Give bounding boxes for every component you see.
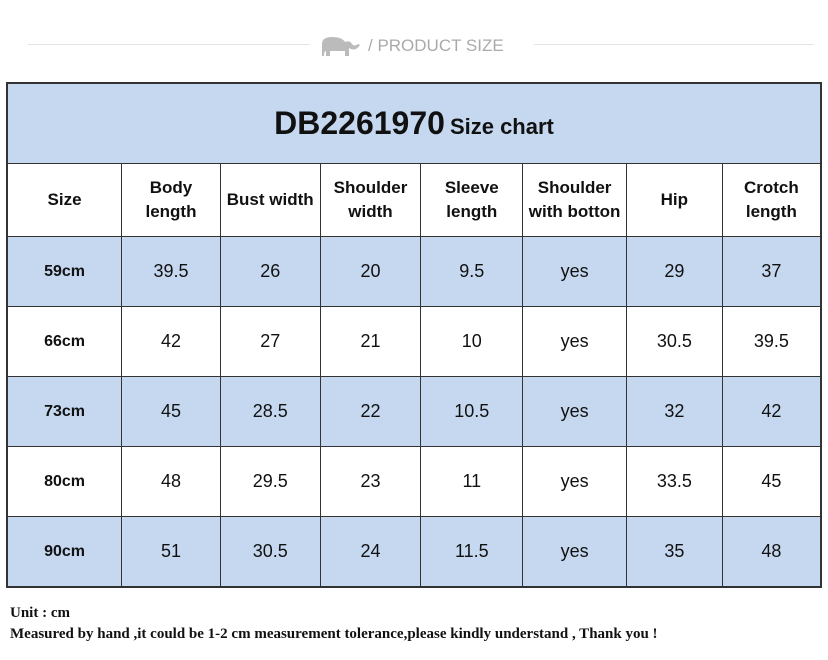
value-cell: 33.5: [626, 446, 723, 517]
value-cell: 21: [319, 306, 422, 377]
size-cell: 73cm: [6, 376, 123, 447]
value-cell: 11: [420, 446, 524, 517]
column-header: Size: [6, 163, 123, 237]
value-cell: yes: [522, 376, 628, 447]
title-suffix: Size chart: [449, 114, 554, 139]
divider: [534, 44, 814, 45]
column-header: Sleeve length: [420, 163, 524, 237]
elephant-logo-icon: [322, 37, 360, 56]
value-cell: yes: [522, 516, 628, 588]
value-cell: 48: [121, 446, 221, 517]
value-cell: 42: [721, 376, 822, 447]
value-cell: 29: [626, 236, 723, 307]
value-cell: 20: [319, 236, 422, 307]
column-header: Body length: [121, 163, 221, 237]
value-cell: 42: [121, 306, 221, 377]
column-header: Hip: [626, 163, 723, 237]
table-row: 59cm 39.5 26 20 9.5 yes 29 37: [6, 236, 822, 307]
value-cell: 35: [626, 516, 723, 588]
value-cell: 28.5: [219, 376, 321, 447]
section-title: / PRODUCT SIZE: [368, 36, 504, 55]
column-header: Crotch length: [721, 163, 822, 237]
value-cell: 48: [721, 516, 822, 588]
size-chart-table: DB2261970 Size chart Size Body length Bust…: [6, 82, 822, 588]
value-cell: 27: [219, 306, 321, 377]
value-cell: 30.5: [626, 306, 723, 377]
table-row: 90cm 51 30.5 24 11.5 yes 35 48: [6, 516, 822, 588]
value-cell: 29.5: [219, 446, 321, 517]
value-cell: 9.5: [420, 236, 524, 307]
table-row: 80cm 48 29.5 23 11 yes 33.5 45: [6, 446, 822, 517]
size-cell: 59cm: [6, 236, 123, 307]
value-cell: 22: [319, 376, 422, 447]
value-cell: 51: [121, 516, 221, 588]
value-cell: 23: [319, 446, 422, 517]
table-row: 73cm 45 28.5 22 10.5 yes 32 42: [6, 376, 822, 447]
column-header: Bust width: [219, 163, 321, 237]
size-cell: 66cm: [6, 306, 123, 377]
size-cell: 90cm: [6, 516, 123, 588]
value-cell: 11.5: [420, 516, 524, 588]
value-cell: 30.5: [219, 516, 321, 588]
tolerance-note: Measured by hand ,it could be 1-2 cm mea…: [10, 626, 658, 642]
section-header: / PRODUCT SIZE: [0, 30, 828, 60]
value-cell: yes: [522, 446, 628, 517]
unit-note: Unit : cm: [10, 605, 70, 621]
value-cell: yes: [522, 306, 628, 377]
value-cell: 32: [626, 376, 723, 447]
value-cell: 39.5: [721, 306, 822, 377]
title-code: DB2261970: [274, 105, 445, 141]
table-title: DB2261970 Size chart: [6, 82, 822, 164]
value-cell: 26: [219, 236, 321, 307]
column-header: Shoulder with botton: [522, 163, 628, 237]
value-cell: 37: [721, 236, 822, 307]
notes: Unit : cm Measured by hand ,it could be …: [10, 603, 658, 645]
value-cell: 24: [319, 516, 422, 588]
size-cell: 80cm: [6, 446, 123, 517]
value-cell: yes: [522, 236, 628, 307]
value-cell: 10.5: [420, 376, 524, 447]
value-cell: 10: [420, 306, 524, 377]
value-cell: 45: [721, 446, 822, 517]
divider: [28, 44, 310, 45]
column-header: Shoulder width: [319, 163, 422, 237]
value-cell: 39.5: [121, 236, 221, 307]
value-cell: 45: [121, 376, 221, 447]
table-row: 66cm 42 27 21 10 yes 30.5 39.5: [6, 306, 822, 377]
